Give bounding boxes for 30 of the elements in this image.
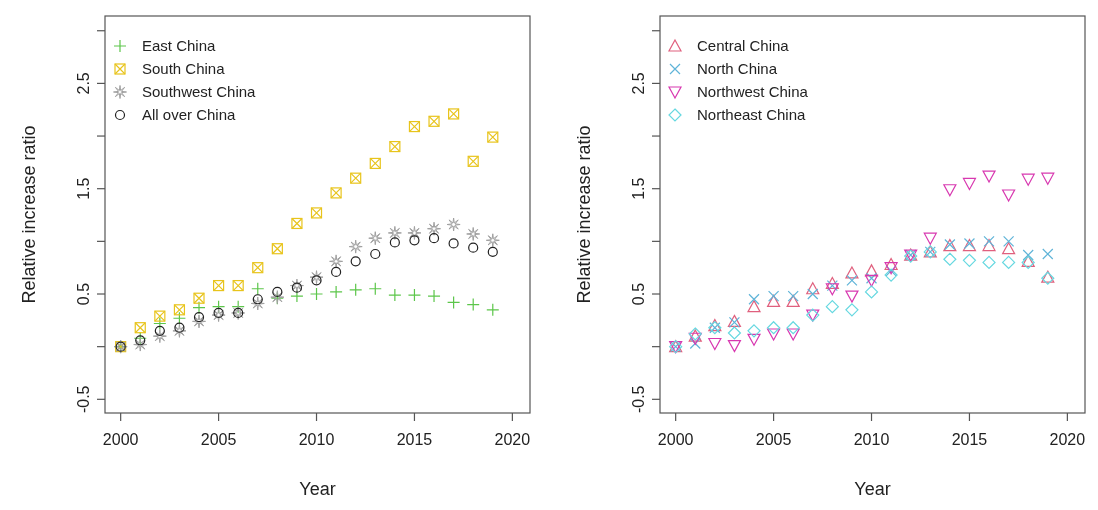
y-tick-label: -0.5 (630, 385, 647, 414)
legend-label: All over China (142, 106, 237, 123)
x-tick-label: 2020 (494, 431, 531, 448)
y-tick-label: 0.5 (75, 282, 92, 306)
legend-label: North China (697, 60, 778, 77)
legend-label: East China (142, 37, 217, 54)
legend-label: South China (142, 60, 226, 77)
y-tick-label: 0.5 (630, 282, 647, 306)
x-tick-label: 2010 (853, 431, 890, 448)
x-tick-label: 2000 (102, 431, 139, 448)
y-tick-label: -0.5 (75, 385, 92, 414)
y-axis-title: Relative increase ratio (19, 125, 39, 304)
y-tick-label: 2.5 (75, 72, 92, 95)
x-tick-label: 2010 (298, 431, 335, 448)
x-tick-label: 2005 (200, 431, 237, 448)
y-tick-label: 1.5 (630, 177, 647, 200)
x-axis-title: Year (299, 479, 336, 499)
x-axis-title: Year (854, 479, 891, 499)
y-tick-label: 1.5 (75, 177, 92, 200)
x-tick-label: 2015 (396, 431, 433, 448)
y-tick-label: 2.5 (630, 72, 647, 95)
x-tick-label: 2000 (657, 431, 694, 448)
x-tick-label: 2020 (1049, 431, 1086, 448)
x-tick-label: 2005 (755, 431, 792, 448)
y-axis-title: Relative increase ratio (574, 125, 594, 304)
legend-label: Northwest China (697, 83, 809, 100)
x-tick-label: 2015 (951, 431, 988, 448)
legend-label: Southwest China (142, 83, 257, 100)
legend-label: Central China (697, 37, 790, 54)
legend-label: Northeast China (697, 106, 807, 123)
